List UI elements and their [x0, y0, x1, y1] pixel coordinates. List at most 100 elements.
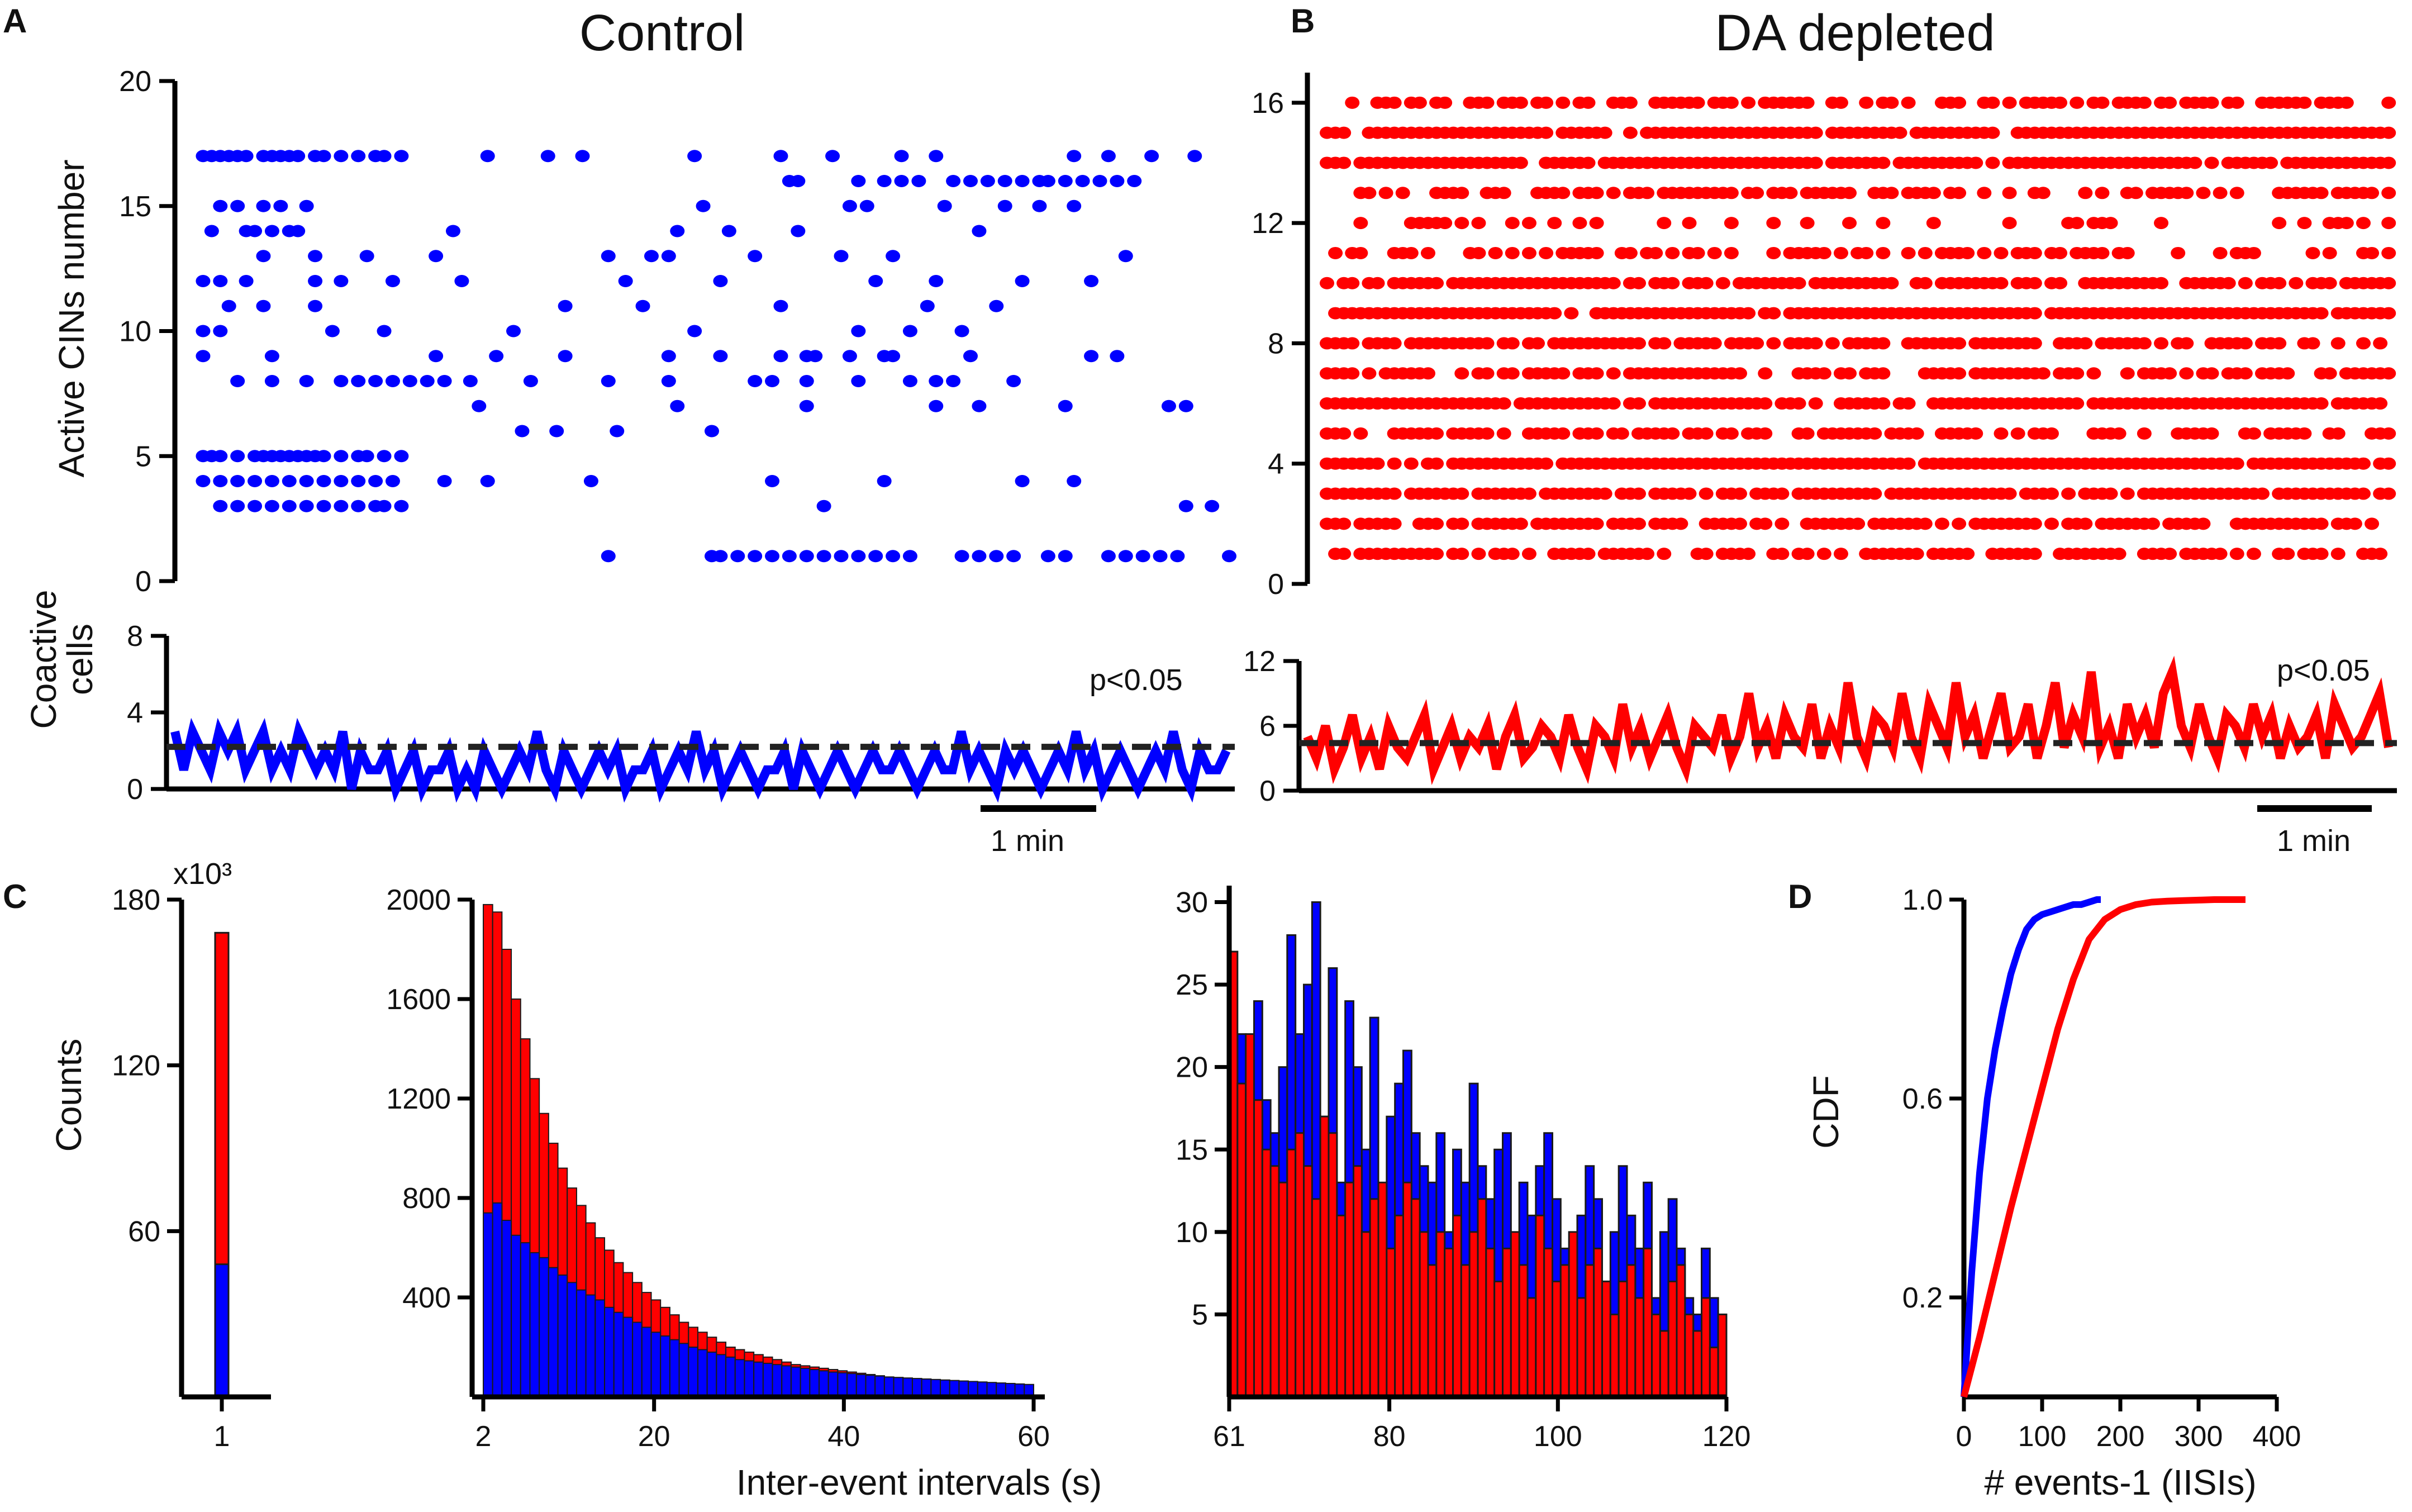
y-tick-label: 0.6 — [1902, 1083, 1943, 1115]
raster-dot — [2238, 277, 2253, 289]
raster-dot — [402, 375, 417, 387]
raster-dot — [1977, 246, 1992, 259]
plot-control-raster: 0 5 10 15 20 — [119, 65, 1236, 598]
raster-dot — [1084, 275, 1099, 287]
raster-dot — [1328, 246, 1343, 259]
y-tick-label: 10 — [119, 316, 151, 348]
raster-dot — [1934, 517, 1949, 530]
y-tick-label: 1200 — [386, 1083, 451, 1115]
raster-dot — [1918, 277, 1933, 289]
raster-dot — [989, 299, 1004, 312]
raster-dot — [1101, 150, 1116, 163]
raster-dot — [782, 550, 797, 563]
hist-bar — [800, 1367, 811, 1397]
hist-bar — [1593, 1247, 1604, 1398]
raster-dot — [1015, 175, 1030, 187]
raster-dot — [2027, 517, 2042, 530]
raster-dot — [2381, 96, 2396, 109]
raster-dot — [661, 375, 676, 387]
raster-dot — [1606, 367, 1621, 380]
raster-dot — [2070, 367, 2085, 380]
hist-bar — [1493, 1280, 1504, 1398]
raster-dot — [1724, 427, 1739, 440]
raster-dot — [2356, 337, 2371, 350]
raster-dot — [239, 150, 254, 163]
hist-bar — [492, 1202, 503, 1397]
raster-dot — [2120, 246, 2135, 259]
raster-dot — [1640, 187, 1655, 199]
raster-dot — [748, 250, 763, 263]
raster-dot — [1606, 397, 1621, 410]
raster-dot — [2314, 548, 2329, 560]
raster-dot — [1741, 307, 1756, 320]
x-tick-label: 400 — [2253, 1420, 2301, 1453]
raster-dot — [385, 475, 400, 487]
raster-dot — [1749, 337, 1764, 350]
hist-bar — [539, 1257, 549, 1398]
raster-dot — [1178, 500, 1193, 512]
hist-bar — [1344, 1181, 1355, 1398]
raster-dot — [2246, 246, 2261, 259]
raster-dot — [273, 199, 288, 212]
raster-dot — [1985, 96, 2000, 109]
raster-dot — [1968, 427, 1983, 440]
raster-dot — [1758, 397, 1773, 410]
ylabel-counts: Counts — [49, 1039, 89, 1152]
raster-dot — [2204, 96, 2219, 109]
raster-dot — [834, 550, 849, 563]
raster-dot — [1067, 150, 1082, 163]
y-tick-label: 20 — [119, 65, 151, 98]
raster-dot — [1135, 550, 1150, 563]
raster-dot — [1724, 187, 1739, 199]
raster-dot — [765, 375, 780, 387]
raster-dot — [299, 199, 314, 212]
raster-dot — [1766, 337, 1781, 350]
hist-bar — [650, 1332, 662, 1398]
raster-dot — [1842, 367, 1857, 380]
raster-dot — [506, 325, 521, 337]
raster-dot — [1926, 217, 1941, 230]
raster-dot — [1657, 337, 1672, 350]
raster-dot — [1808, 126, 1823, 139]
raster-dot — [954, 325, 969, 337]
raster-dot — [316, 475, 331, 487]
x-tick-label: 2 — [475, 1420, 492, 1453]
raster-dot — [721, 225, 736, 237]
raster-dot — [1438, 96, 1453, 109]
raster-dot — [429, 350, 444, 363]
hist-bar — [1510, 1231, 1520, 1398]
raster-dot — [1589, 427, 1604, 440]
raster-dot — [929, 400, 944, 412]
raster-dot — [661, 350, 676, 363]
hist-bar — [855, 1373, 867, 1397]
raster-dot — [911, 175, 926, 187]
raster-dot — [1353, 427, 1368, 440]
plot-control-coactive: 0 4 8 — [127, 620, 1235, 812]
raster-dot — [1429, 517, 1444, 530]
raster-dot — [1040, 175, 1055, 187]
raster-dot — [1640, 548, 1655, 560]
scalebar-label-control: 1 min — [991, 824, 1064, 858]
raster-dot — [316, 450, 331, 463]
raster-dot — [1724, 96, 1739, 109]
raster-dot — [1454, 487, 1469, 500]
raster-dot — [1429, 277, 1444, 289]
raster-dot — [1766, 246, 1781, 259]
raster-dot — [894, 150, 909, 163]
raster-dot — [929, 150, 944, 163]
hist-bar — [1269, 1165, 1280, 1398]
raster-dot — [2255, 487, 2270, 500]
raster-dot — [1631, 277, 1647, 289]
raster-dot — [2381, 156, 2396, 169]
raster-dot — [359, 450, 374, 463]
hist-bar — [940, 1379, 950, 1397]
raster-dot — [264, 375, 279, 387]
raster-dot — [2002, 96, 2017, 109]
raster-dot — [1006, 550, 1021, 563]
hist-bar — [1311, 1198, 1321, 1398]
raster-dot — [601, 550, 616, 563]
raster-dot — [2381, 307, 2396, 320]
raster-dot — [713, 350, 728, 363]
raster-dot — [1404, 457, 1419, 470]
raster-dot — [1867, 487, 1882, 500]
